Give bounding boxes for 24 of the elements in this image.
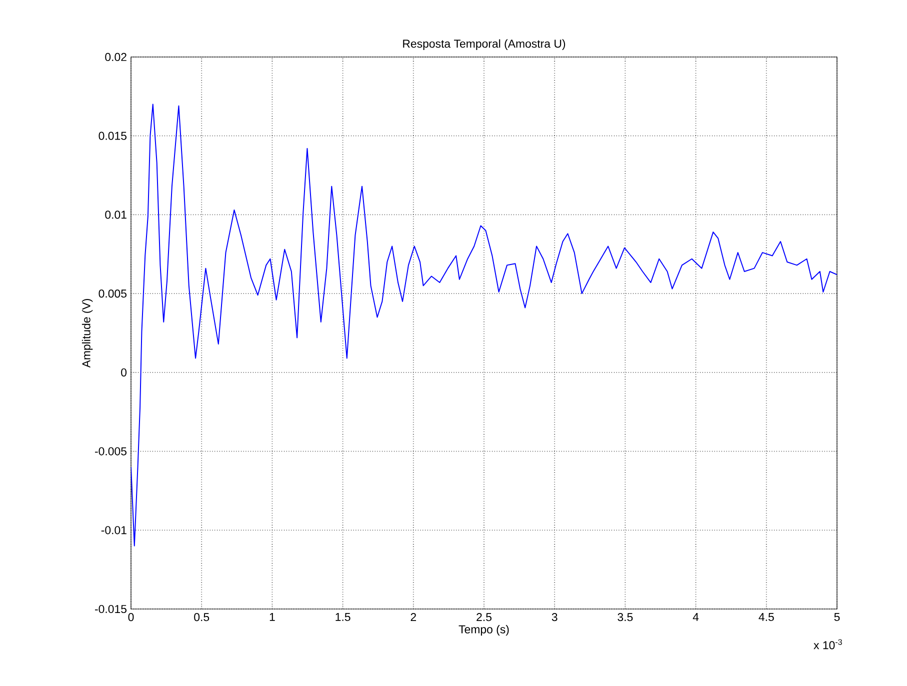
x-tick-label: 2.5 [476,613,492,622]
y-tick-label: 0 [121,368,127,376]
x-tick-label: 0 [128,613,134,622]
x-tick-label: 4 [692,613,699,621]
x-tick-label: 4.5 [758,613,774,622]
y-tick-label: 0.005 [98,290,126,298]
x-tick-label: 2 [410,613,416,622]
line-series [131,104,838,546]
y-tick-label: -0.005 [95,447,126,456]
x-tick-label: 3.5 [618,613,633,622]
x-axis-title: Tempo (s) [458,624,509,636]
chart-title: Resposta Temporal (Amostra U) [403,39,566,50]
y-tick-label: 0.02 [105,52,126,62]
y-tick-label: 0.015 [98,132,126,140]
y-tick-label: -0.01 [101,526,126,534]
text: x 10$^{-3}$ [814,639,842,650]
x-tick-label: 3 [552,613,558,622]
x-tick-label: 1.5 [336,613,350,622]
y-axis-title: Amplitude (V) [82,299,93,368]
x-tick-label: 1 [270,613,275,621]
x-tick-label: 0.5 [194,613,210,622]
x-tick-label: 5 [834,613,840,622]
y-tick-label: -0.015 [95,604,126,614]
y-tick-label: 0.01 [105,210,126,219]
